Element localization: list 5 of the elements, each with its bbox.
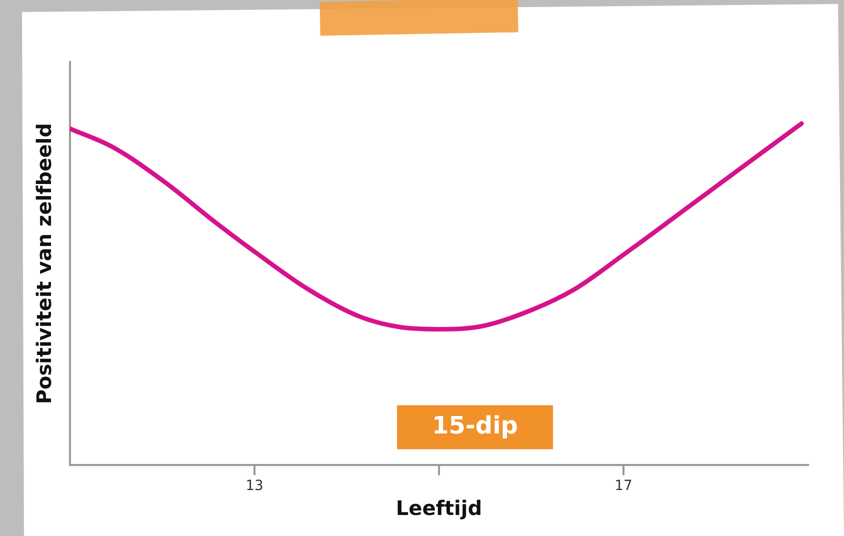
y-axis-title: Positiviteit van zelfbeeld — [32, 123, 56, 404]
x-tick-label: 17 — [614, 478, 632, 494]
annotation: 15-dip — [432, 411, 518, 440]
x-axis-title: Leeftijd — [396, 496, 482, 520]
x-tick-label: 13 — [246, 478, 264, 494]
